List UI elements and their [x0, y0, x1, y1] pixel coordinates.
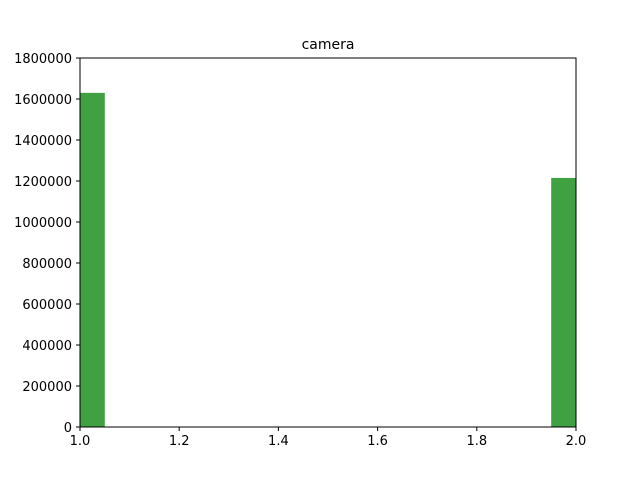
y-tick-label: 1800000: [14, 52, 72, 67]
y-tick-label: 1200000: [14, 175, 72, 190]
chart-title: camera: [302, 37, 355, 53]
y-tick-label: 1000000: [14, 216, 72, 231]
y-tick-label: 1600000: [14, 93, 72, 108]
histogram-bar-2: [551, 177, 576, 427]
x-tick-label: 1.6: [367, 434, 388, 449]
x-tick-label: 1.0: [70, 434, 91, 449]
plot-frame: [79, 57, 577, 428]
y-tick-label: 0: [64, 421, 72, 436]
y-tick-label: 1400000: [14, 134, 72, 149]
x-axis: 1.0 1.2 1.4 1.6 1.8 2.0: [70, 427, 587, 449]
x-tick-label: 1.2: [169, 434, 190, 449]
y-tick-label: 600000: [22, 298, 72, 313]
y-axis: 0 200000 400000 600000 800000 1000000 1200000 1…: [14, 52, 80, 436]
bars-layer: [80, 92, 576, 427]
x-tick-label: 1.4: [268, 434, 289, 449]
histogram-bar-1: [80, 92, 105, 427]
y-tick-label: 200000: [22, 380, 72, 395]
y-tick-label: 400000: [22, 339, 72, 354]
x-tick-label: 1.8: [466, 434, 487, 449]
y-tick-label: 800000: [22, 257, 72, 272]
x-tick-label: 2.0: [566, 434, 587, 449]
